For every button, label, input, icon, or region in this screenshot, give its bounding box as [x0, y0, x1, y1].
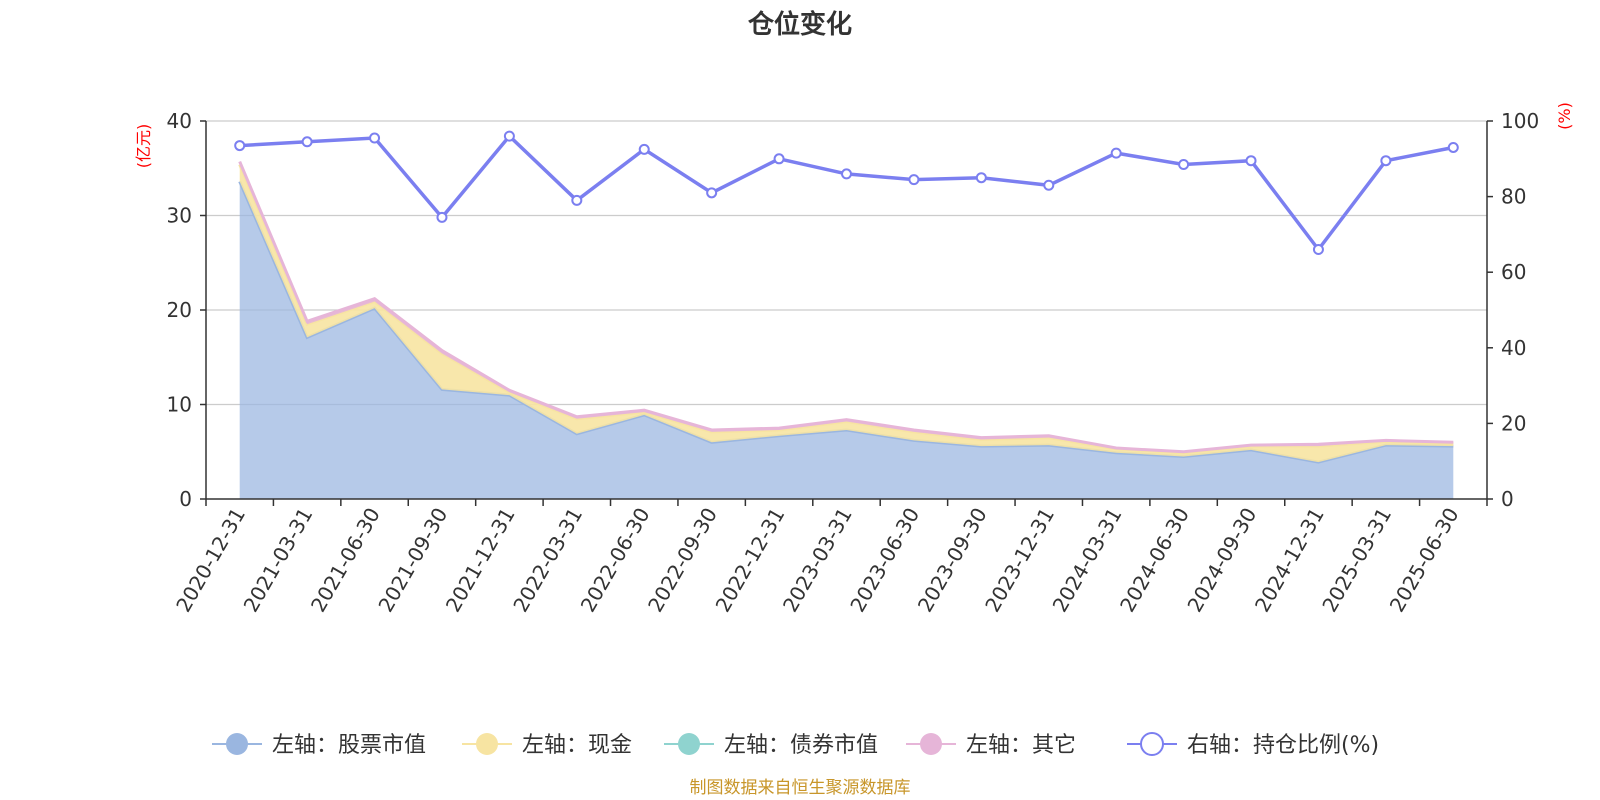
ratio-point [301, 136, 313, 148]
x-axis-tick-label: 2022-12-31 [711, 504, 790, 617]
legend-marker [678, 733, 700, 755]
ratio-point [1245, 155, 1257, 167]
chart-title: 仓位变化 [747, 9, 852, 40]
right-axis-unit: (%) [1555, 102, 1574, 130]
legend-marker [476, 733, 498, 755]
data-source-note: 制图数据来自恒生聚源数据库 [690, 778, 911, 798]
right-axis-tick-label: 80 [1501, 185, 1526, 209]
area-edge-4 [238, 161, 1454, 454]
ratio-point [975, 172, 987, 184]
area-1 [239, 181, 1454, 499]
ratio-point [1380, 155, 1392, 167]
x-axis-tick-label: 2022-09-30 [643, 504, 722, 617]
x-axis-tick-label: 2024-12-31 [1250, 504, 1329, 617]
ratio-point [369, 132, 381, 144]
ratio-point [638, 143, 650, 155]
x-axis-tick-label: 2023-12-31 [980, 504, 1059, 617]
ratio-line-series [234, 130, 1459, 256]
right-axis-tick-label: 100 [1501, 109, 1539, 133]
legend-label: 左轴：股票市值 [272, 733, 426, 758]
x-axis-tick-label: 2023-03-31 [778, 504, 857, 617]
ratio-point [1178, 158, 1190, 170]
right-axis-tick-label: 60 [1501, 260, 1526, 284]
ratio-point [503, 130, 515, 142]
x-axis-tick-label: 2025-06-30 [1385, 504, 1464, 617]
left-axis-tick-label: 10 [167, 393, 192, 417]
legend-item[interactable]: 左轴：债券市值 [664, 733, 878, 758]
legend-item[interactable]: 左轴：其它 [906, 733, 1076, 758]
x-axis-tick-label: 2021-12-31 [441, 504, 520, 617]
x-axis-tick-label: 2020-12-31 [171, 504, 250, 617]
legend-label: 左轴：其它 [966, 733, 1076, 758]
grid-lines [206, 120, 1487, 406]
right-axis-tick-label: 0 [1501, 487, 1514, 511]
area-series [238, 161, 1454, 499]
x-axis-tick-label: 2023-09-30 [913, 503, 992, 616]
left-axis-tick-label: 40 [167, 109, 192, 133]
legend-label: 左轴：债券市值 [724, 733, 878, 758]
right-axis-tick-label: 40 [1501, 336, 1526, 360]
left-axis-tick-label: 30 [167, 204, 192, 228]
x-axis-tick-label: 2021-09-30 [373, 504, 452, 617]
ratio-point [706, 187, 718, 199]
x-axis-tick-label: 2024-03-31 [1048, 504, 1127, 617]
ratio-point [1043, 179, 1055, 191]
x-axis-tick-label: 2023-06-30 [845, 504, 924, 617]
x-axis-tick-label: 2021-03-31 [239, 504, 318, 617]
legend-item[interactable]: 左轴：股票市值 [212, 733, 426, 758]
x-axis-tick-label: 2022-06-30 [576, 504, 655, 617]
legend-marker [920, 733, 942, 755]
x-axis-tick-label: 2025-03-31 [1317, 504, 1396, 617]
left-axis-tick-label: 20 [167, 298, 192, 322]
ratio-point [436, 211, 448, 223]
ratio-point [234, 140, 246, 152]
ratio-point [908, 174, 920, 186]
ratio-line-path [239, 133, 1454, 253]
right-axis-tick-label: 20 [1501, 411, 1526, 435]
ratio-point [1110, 147, 1122, 159]
legend-marker [1140, 732, 1164, 756]
legend-item[interactable]: 左轴：现金 [462, 733, 632, 758]
ratio-point [773, 153, 785, 165]
left-axis-tick-label: 0 [179, 487, 192, 511]
x-axis-tick-label: 2024-06-30 [1115, 504, 1194, 617]
legend-item[interactable]: 右轴：持仓比例(%) [1127, 732, 1379, 758]
x-axis-tick-label: 2022-03-31 [508, 504, 587, 617]
ratio-point [841, 168, 852, 180]
left-axis-unit: (亿元) [134, 124, 153, 169]
x-axis-tick-label: 2021-06-30 [306, 504, 385, 617]
x-axis-tick-label: 2024-09-30 [1182, 504, 1261, 617]
ratio-point [1447, 141, 1459, 153]
legend[interactable]: 左轴：股票市值 左轴：现金 左轴：债券市值 左轴：其它 右轴：持仓比例(%) [212, 732, 1379, 758]
ratio-point [1312, 244, 1324, 256]
legend-label: 右轴：持仓比例(%) [1187, 733, 1379, 758]
ratio-point [571, 194, 583, 206]
legend-label: 左轴：现金 [522, 733, 632, 758]
legend-marker [226, 733, 248, 755]
